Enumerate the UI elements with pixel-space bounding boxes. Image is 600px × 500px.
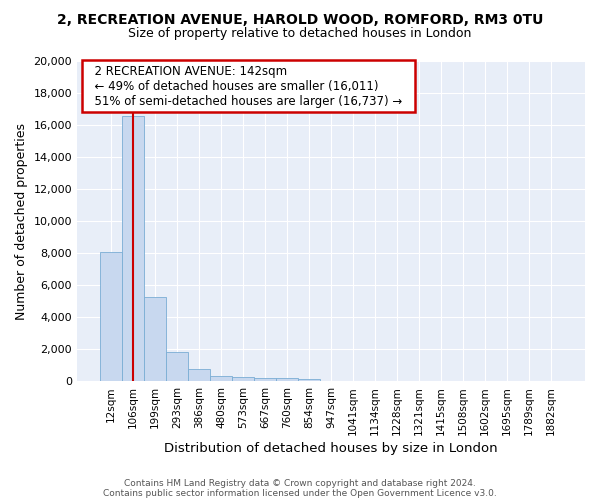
- Text: Contains HM Land Registry data © Crown copyright and database right 2024.: Contains HM Land Registry data © Crown c…: [124, 478, 476, 488]
- Bar: [188, 370, 210, 382]
- Y-axis label: Number of detached properties: Number of detached properties: [15, 123, 28, 320]
- Text: 2, RECREATION AVENUE, HAROLD WOOD, ROMFORD, RM3 0TU: 2, RECREATION AVENUE, HAROLD WOOD, ROMFO…: [57, 12, 543, 26]
- Text: Contains public sector information licensed under the Open Government Licence v3: Contains public sector information licen…: [103, 488, 497, 498]
- Bar: [276, 378, 298, 382]
- Bar: [166, 352, 188, 382]
- Bar: [254, 378, 276, 382]
- X-axis label: Distribution of detached houses by size in London: Distribution of detached houses by size …: [164, 442, 498, 455]
- Bar: [144, 296, 166, 382]
- Bar: [232, 377, 254, 382]
- Text: 2 RECREATION AVENUE: 142sqm
  ← 49% of detached houses are smaller (16,011)
  51: 2 RECREATION AVENUE: 142sqm ← 49% of det…: [87, 64, 410, 108]
- Text: Size of property relative to detached houses in London: Size of property relative to detached ho…: [128, 28, 472, 40]
- Bar: [100, 252, 122, 382]
- Bar: [298, 378, 320, 382]
- Bar: [210, 376, 232, 382]
- Bar: [122, 116, 144, 382]
